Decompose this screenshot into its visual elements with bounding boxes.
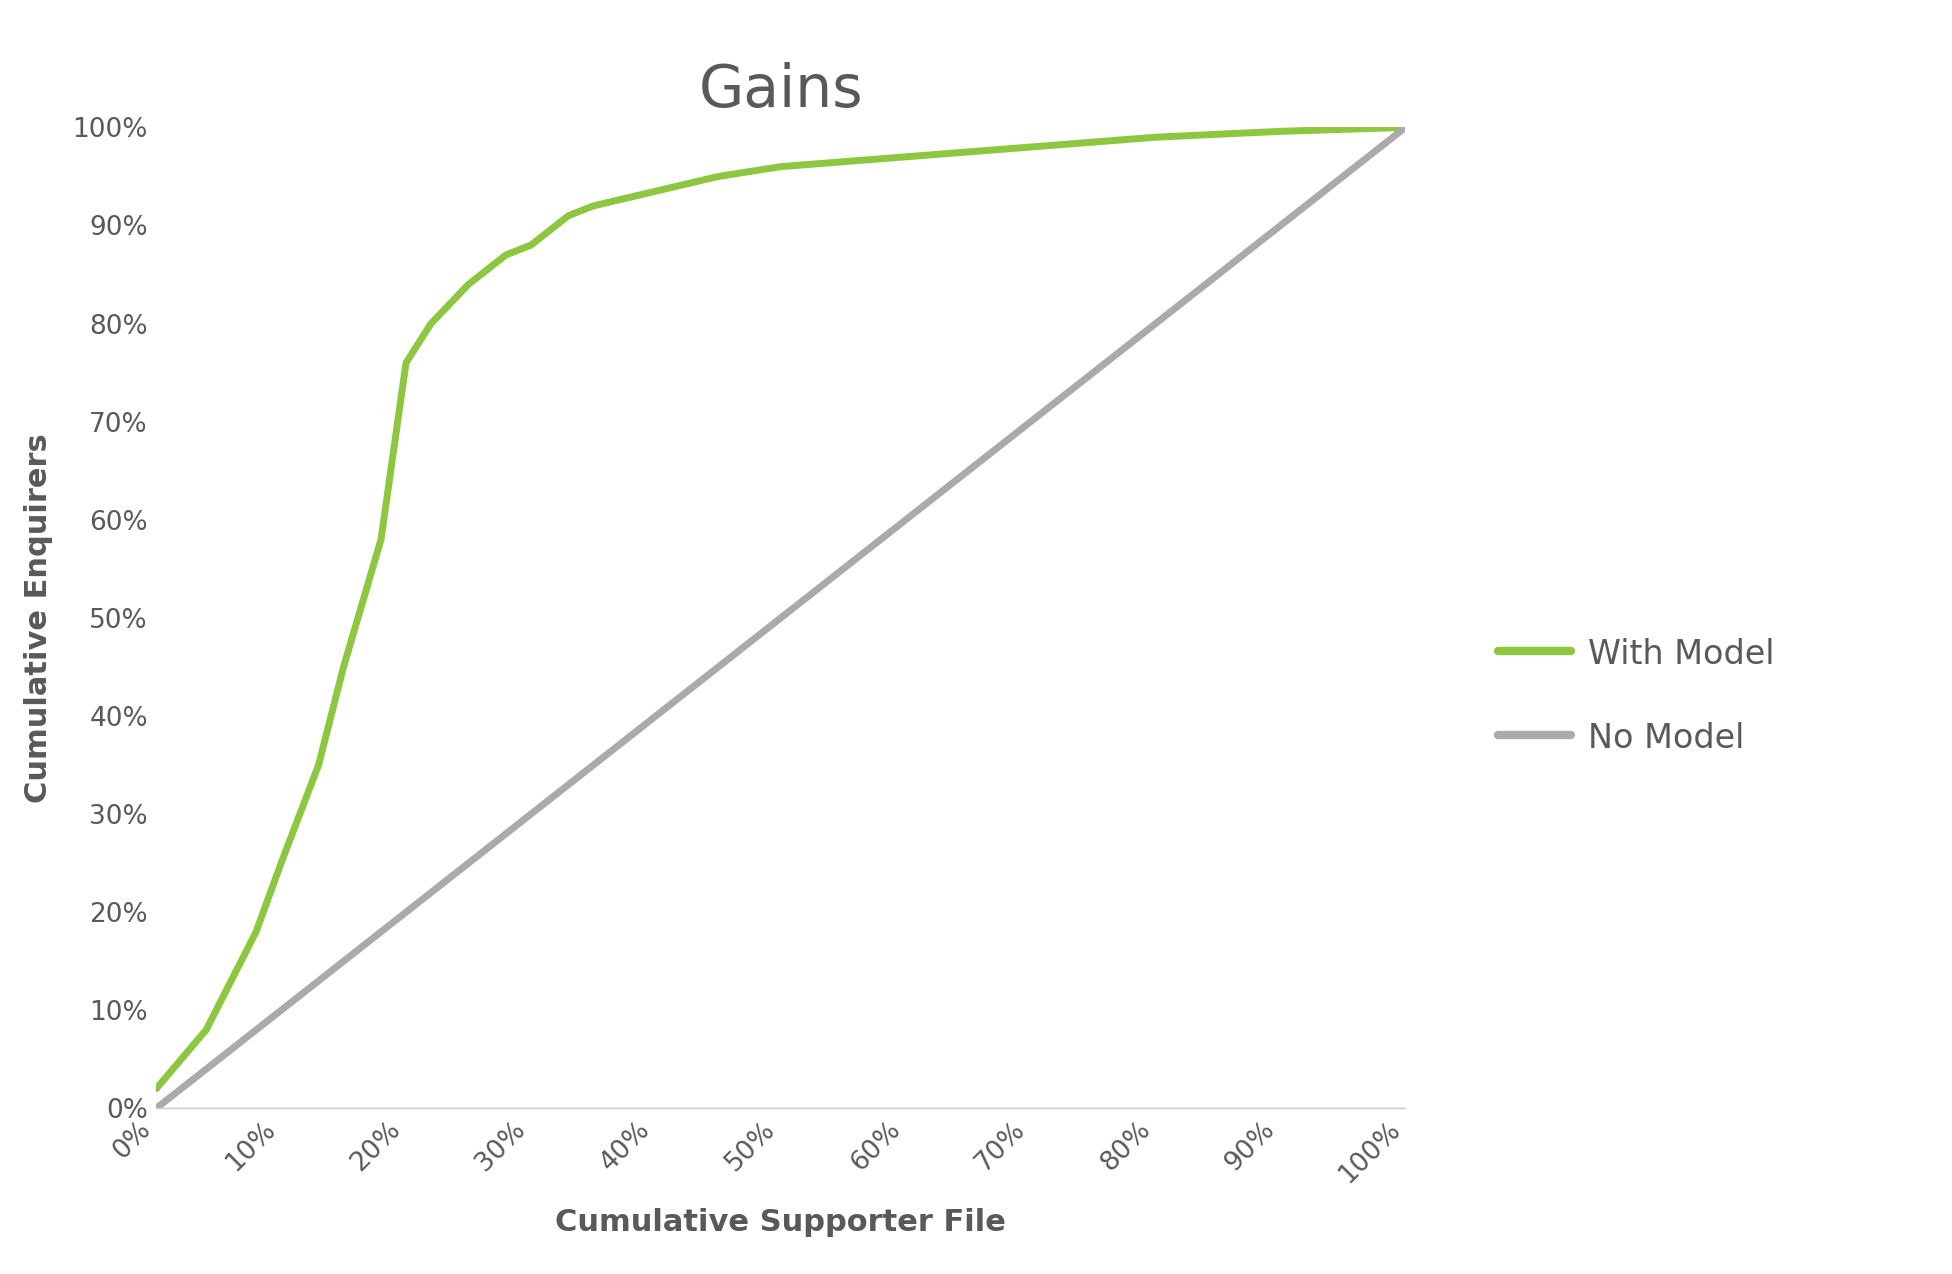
With Model: [332, 659, 355, 674]
With Model: [457, 276, 480, 292]
With Model: [1019, 139, 1042, 154]
With Model: [1206, 126, 1230, 141]
With Model: [1081, 135, 1105, 150]
With Model: [644, 183, 668, 199]
With Model: [1394, 120, 1417, 135]
With Model: [494, 247, 517, 262]
With Model: [894, 149, 917, 164]
With Model: [519, 237, 543, 252]
With Model: [582, 199, 605, 214]
With Model: [556, 208, 580, 223]
With Model: [420, 316, 443, 331]
With Model: [269, 856, 293, 871]
X-axis label: Cumulative Supporter File: Cumulative Supporter File: [556, 1208, 1005, 1237]
With Model: [707, 168, 730, 183]
With Model: [1269, 124, 1292, 139]
With Model: [769, 159, 793, 175]
With Model: [832, 154, 855, 169]
With Model: [1331, 122, 1355, 138]
With Model: [369, 531, 392, 547]
Title: Gains: Gains: [699, 61, 863, 118]
With Model: [144, 1082, 168, 1097]
Line: With Model: With Model: [156, 127, 1405, 1089]
With Model: [1144, 130, 1167, 145]
With Model: [244, 924, 267, 939]
With Model: [195, 1022, 219, 1037]
Y-axis label: Cumulative Enquirers: Cumulative Enquirers: [23, 433, 53, 803]
With Model: [956, 144, 980, 159]
With Model: [394, 355, 418, 371]
Legend: With Model, No Model: With Model, No Model: [1485, 624, 1788, 768]
With Model: [306, 757, 330, 772]
